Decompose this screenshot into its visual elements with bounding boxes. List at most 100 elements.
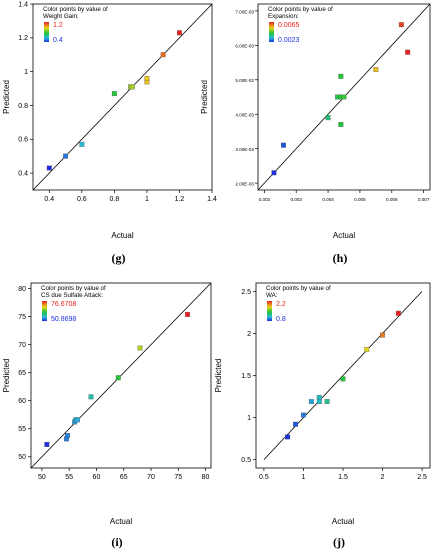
data-point	[281, 142, 286, 148]
diagonal-line	[32, 3, 213, 191]
y-tick-label: 3.00E-03	[235, 147, 254, 152]
x-tick-label: 0.5	[259, 474, 269, 481]
legend-colorbar	[44, 22, 49, 42]
x-axis-title: Actual	[333, 231, 355, 240]
data-point	[79, 141, 85, 147]
x-tick-label: 0.007	[418, 197, 430, 202]
x-tick-label: 1	[145, 196, 149, 203]
data-point	[395, 310, 401, 316]
x-axis-title: Actual	[332, 517, 354, 526]
diagonal-line	[263, 291, 423, 460]
y-tick-label: 1.4	[18, 1, 28, 8]
plot-frame	[30, 282, 212, 469]
y-axis-title: Predicted	[2, 359, 11, 393]
y-tick-label: 2.5	[241, 289, 251, 296]
data-point	[177, 30, 182, 36]
y-tick-label: 50	[18, 454, 26, 461]
panel-label: (i)	[111, 535, 122, 549]
y-tick-label: 1	[24, 69, 28, 76]
y-tick-label: 1.2	[18, 35, 28, 42]
data-point	[271, 170, 277, 176]
data-point	[301, 412, 306, 418]
x-tick-label: 0.006	[386, 197, 398, 202]
data-point	[160, 52, 166, 58]
x-tick-label: 0.004	[322, 197, 334, 202]
legend-colorbar	[269, 22, 274, 42]
y-tick-label: 80	[18, 286, 26, 293]
chart-panel-2: 0.002 0.003 0.004 0.005 0.006 0.007 2.00E-03 3.…	[200, 3, 431, 265]
y-axis-title: Predicted	[2, 80, 11, 114]
x-tick-label: 0.002	[259, 197, 271, 202]
data-point	[398, 22, 404, 28]
legend-title: CS due Sulfate Attack:	[41, 292, 103, 299]
legend-title: Color points by value of	[43, 6, 108, 13]
chart-panel-4: 0.5 1 1.5 2 2.5 0.5 1 1.5 2 2.5 Actual Predicted (j)…	[214, 282, 431, 549]
data-point	[65, 433, 70, 438]
data-point	[405, 49, 411, 55]
x-tick-label: 75	[174, 474, 182, 481]
legend-title: Color points by value of	[268, 6, 333, 13]
x-tick-label: 0.003	[290, 197, 302, 202]
legend-max-value: 1.2	[53, 22, 63, 29]
diagonal-line	[30, 282, 212, 469]
data-point	[324, 399, 330, 405]
legend-min-value: 0.4	[53, 37, 63, 44]
x-tick-label: 60	[93, 474, 101, 481]
legend-colorbar	[267, 301, 272, 321]
data-point	[185, 311, 190, 317]
y-tick-label: 1	[247, 415, 251, 422]
x-tick-label: 55	[65, 474, 73, 481]
legend-max-value: 0.0065	[278, 22, 300, 29]
x-tick-label: 1.4	[207, 196, 217, 203]
y-tick-label: 70	[18, 342, 26, 349]
y-tick-label: 75	[18, 314, 26, 321]
y-tick-label: 1.5	[241, 373, 251, 380]
x-tick-label: 80	[202, 474, 210, 481]
legend-min-value: 0.0023	[278, 37, 300, 44]
data-point	[338, 122, 344, 128]
data-point	[74, 417, 80, 423]
data-point	[293, 421, 298, 427]
legend-title: Color points by value of	[266, 285, 331, 292]
y-tick-label: 4.00E-03	[235, 113, 254, 118]
legend-max-value: 2.2	[276, 301, 286, 308]
x-tick-label: 0.4	[44, 196, 54, 203]
x-tick-label: 0.8	[109, 196, 119, 203]
y-tick-label: 7.00E-03	[235, 9, 254, 14]
x-tick-label: 50	[38, 474, 46, 481]
data-point	[144, 75, 150, 81]
x-axis-title: Actual	[110, 517, 132, 526]
legend-title: WA:	[266, 292, 278, 299]
y-tick-label: 6.00E-03	[235, 44, 254, 49]
legend-title: Expansion:	[268, 13, 299, 20]
data-point	[308, 399, 314, 405]
chart-panel-1: 0.4 0.6 0.8 1 1.2 1.4 0.4 0.6 0.8 1 1.2 1.4 Actual Pr…	[2, 1, 217, 265]
y-tick-label: 55	[18, 426, 26, 433]
x-tick-label: 1.2	[175, 196, 185, 203]
y-tick-label: 2.00E-03	[235, 182, 254, 187]
panel-label: (h)	[333, 251, 348, 265]
legend-title: Weight Gain:	[43, 13, 79, 20]
y-tick-label: 0.6	[18, 137, 28, 144]
data-point	[88, 394, 94, 400]
data-point	[325, 115, 331, 121]
data-point	[340, 376, 346, 382]
x-tick-label: 70	[147, 474, 155, 481]
y-tick-label: 65	[18, 370, 26, 377]
legend-min-value: 50.8698	[51, 316, 76, 323]
data-point	[115, 375, 121, 381]
y-axis-title: Predicted	[200, 80, 209, 114]
legend-min-value: 0.8	[276, 316, 286, 323]
data-point	[46, 165, 52, 171]
y-tick-label: 0.5	[241, 457, 251, 464]
x-tick-label: 0.005	[354, 197, 366, 202]
y-tick-label: 0.8	[18, 103, 28, 110]
data-point	[364, 346, 370, 352]
data-point	[380, 332, 385, 338]
y-tick-label: 5.00E-03	[235, 78, 254, 83]
x-tick-label: 2.5	[417, 474, 427, 481]
data-point	[63, 153, 68, 159]
y-tick-label: 0.4	[18, 170, 28, 177]
legend-max-value: 76.6708	[51, 301, 76, 308]
